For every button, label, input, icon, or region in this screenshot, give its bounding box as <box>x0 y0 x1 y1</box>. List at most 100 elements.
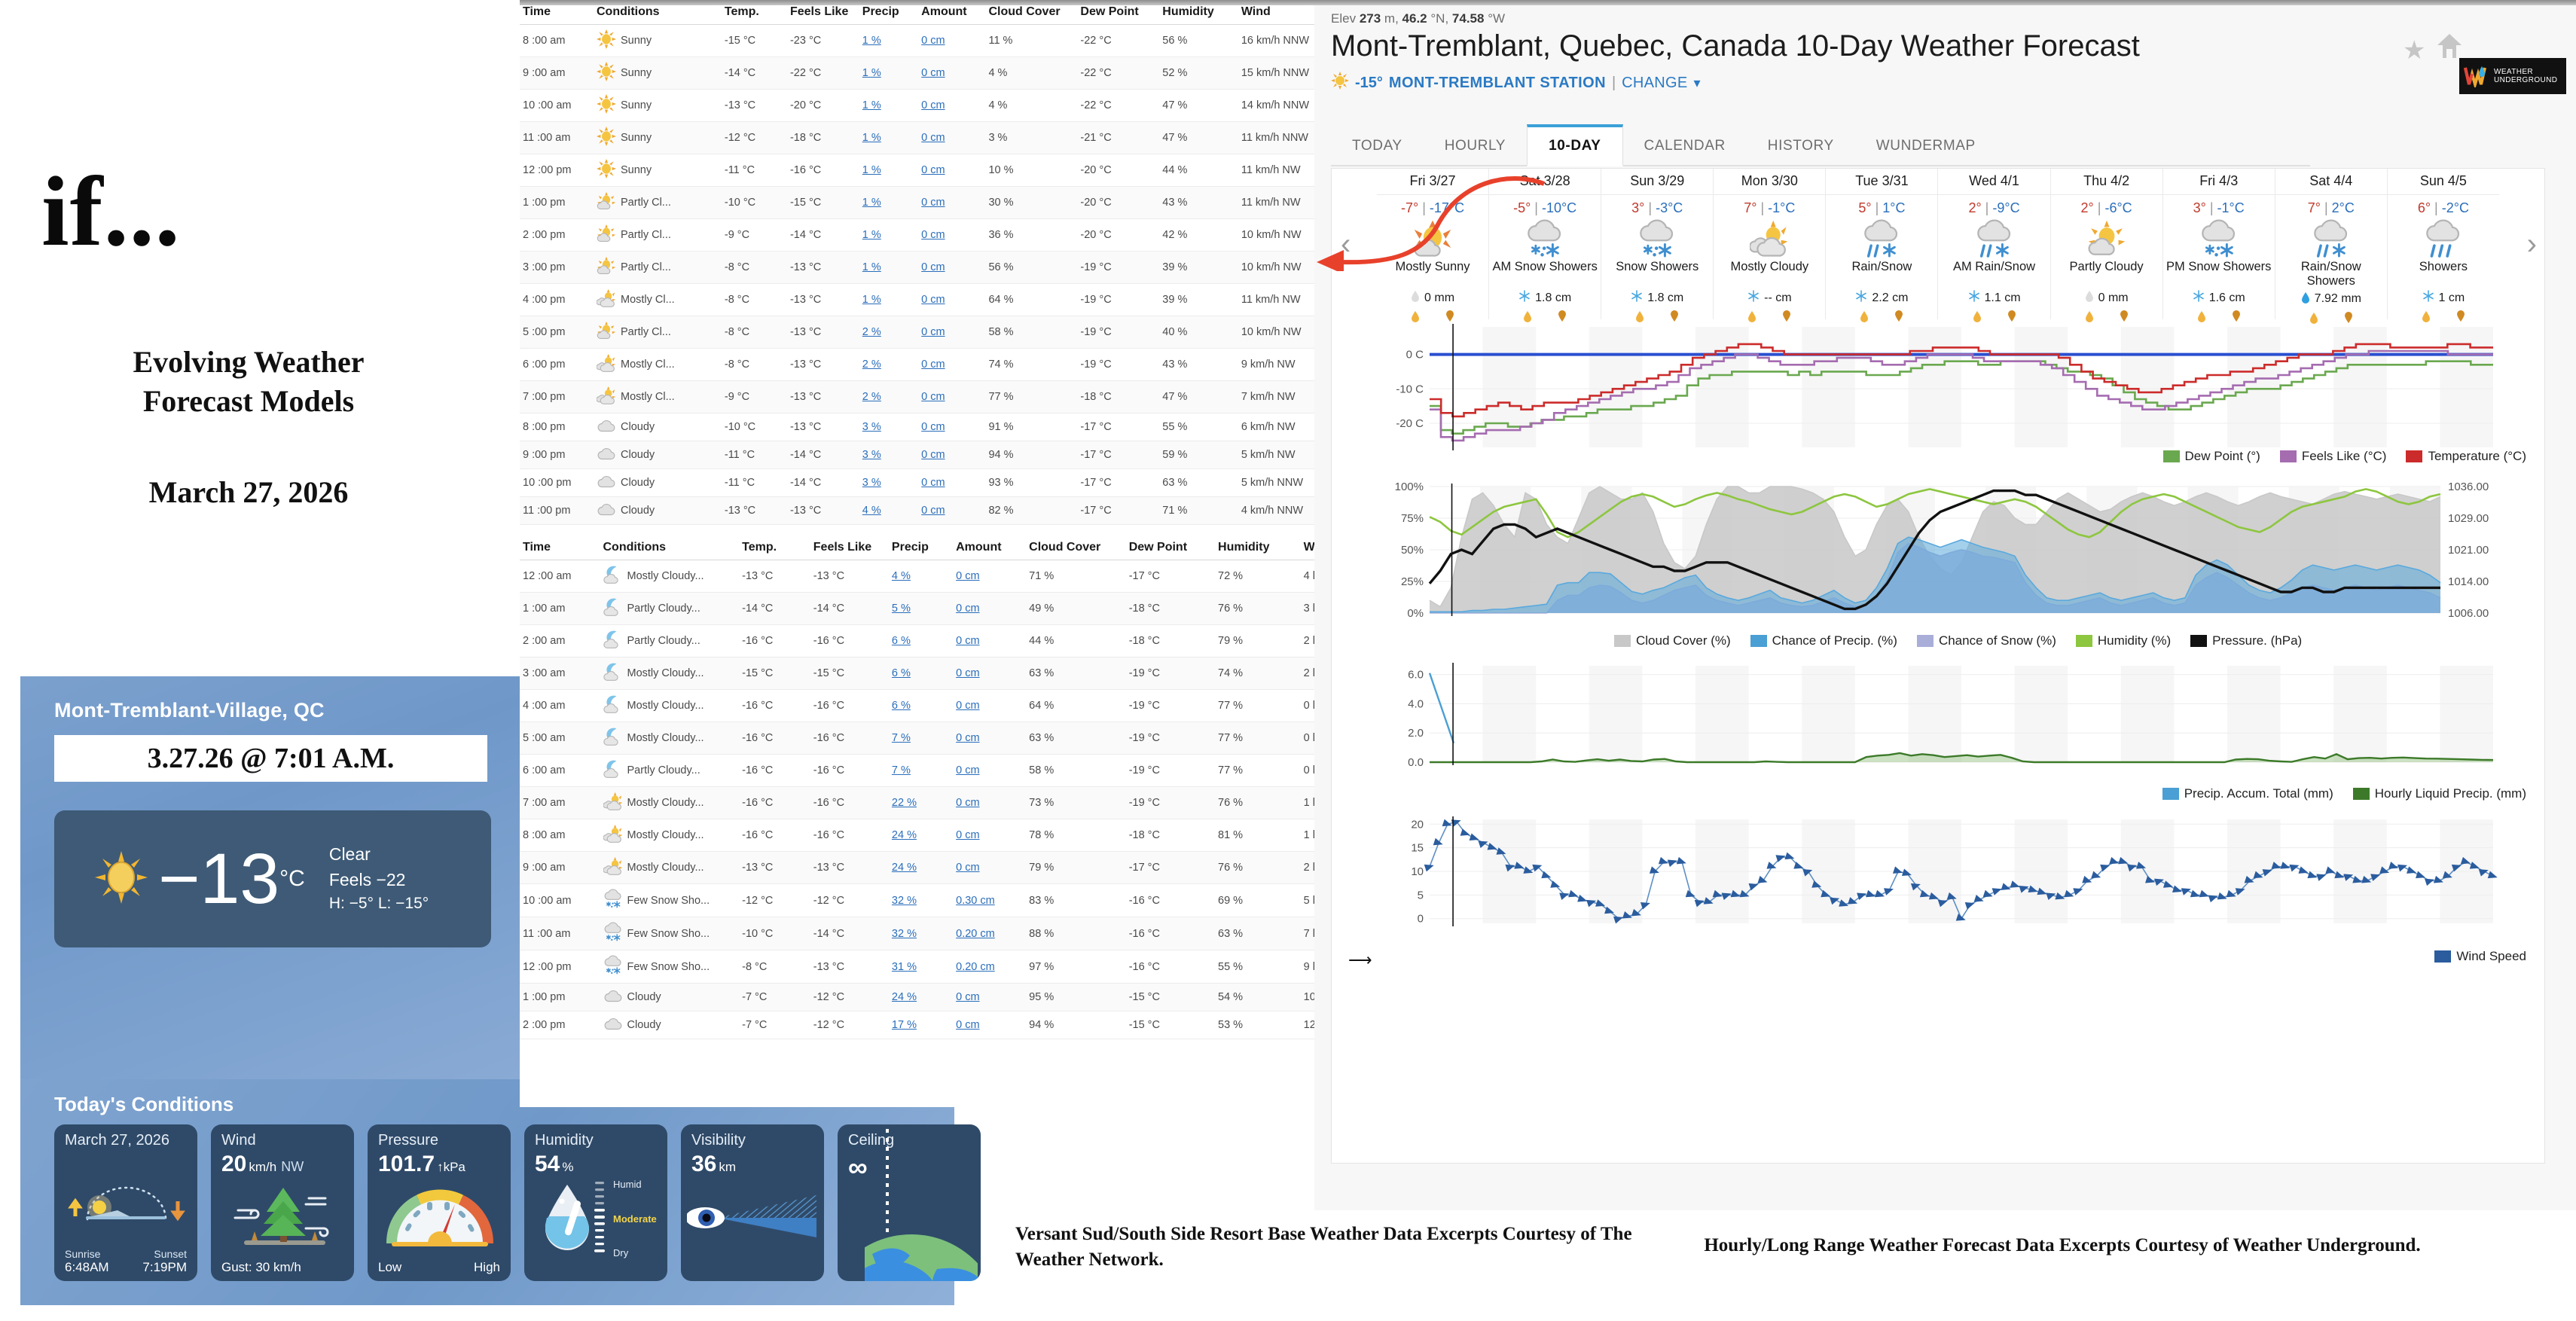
cell-precip-link[interactable]: 22 % <box>891 797 917 809</box>
cell-amount-link[interactable]: 0 cm <box>921 229 945 241</box>
table-row[interactable]: 12 :00 am Mostly Cloudy... -13 °C -13 °C 4 %… <box>520 560 1314 593</box>
cell-amount-link[interactable]: 0 cm <box>921 326 945 338</box>
cell-precip-link[interactable]: 1 % <box>862 132 881 144</box>
cell-amount-link[interactable]: 0 cm <box>956 732 980 744</box>
cell-precip-link[interactable]: 32 % <box>891 927 917 940</box>
table-row[interactable]: 6 :00 pm Mostly Cl... -8 °C -13 °C 2 % 0 cm 74… <box>520 348 1314 381</box>
table-row[interactable]: 6 :00 am Partly Cloudy... -16 °C -16 °C 7 % 0… <box>520 754 1314 787</box>
table-row[interactable]: 5 :00 am Mostly Cloudy... -16 °C -16 °C 7 % 0… <box>520 722 1314 755</box>
table-row[interactable]: 8 :00 am Mostly Cloudy... -16 °C -16 °C 24 %… <box>520 819 1314 852</box>
cell-precip-link[interactable]: 17 % <box>891 1019 917 1031</box>
cell-amount-link[interactable]: 0 cm <box>921 67 945 79</box>
cell-amount-link[interactable]: 0 cm <box>921 132 945 144</box>
cell-amount-link[interactable]: 0 cm <box>956 829 980 841</box>
table-row[interactable]: 3 :00 am Mostly Cloudy... -15 °C -15 °C 6 % 0… <box>520 657 1314 690</box>
table-row[interactable]: 9 :00 pm Cloudy -11 °C -14 °C 3 % 0 cm 94 % -17… <box>520 441 1314 469</box>
table-row[interactable]: 12 :00 pm Sunny -11 °C -16 °C 1 % 0 cm 10 % -20… <box>520 154 1314 187</box>
cell-amount-link[interactable]: 0 cm <box>956 603 980 615</box>
cell-amount-link[interactable]: 0 cm <box>921 261 945 273</box>
weather-underground-panel[interactable]: Elev 273 m, 46.2 °N, 74.58 °W Mont-Tremb… <box>1314 5 2576 1210</box>
chevron-down-icon[interactable]: ▾ <box>1693 75 1701 90</box>
cell-precip-link[interactable]: 2 % <box>862 358 881 371</box>
table-row[interactable]: 2 :00 pm Cloudy -7 °C -12 °C 17 % 0 cm 94 % -15… <box>520 1011 1314 1039</box>
table-row[interactable]: 3 :00 pm Partly Cl... -8 °C -13 °C 1 % 0 cm 56… <box>520 251 1314 284</box>
day-card-5[interactable]: Wed 4/1 2° | -9°C AM Rain/Snow 1.1 cm <box>1938 169 2051 322</box>
cell-precip-link[interactable]: 6 % <box>891 635 911 647</box>
cell-amount-link[interactable]: 0 cm <box>956 991 980 1003</box>
cell-amount-link[interactable]: 0 cm <box>956 667 980 679</box>
table-row[interactable]: 11 :00 am Few Snow Sho... -10 °C -14 °C 32 %… <box>520 917 1314 950</box>
table-row[interactable]: 8 :00 pm Cloudy -10 °C -13 °C 3 % 0 cm 91 % -17… <box>520 413 1314 441</box>
table-row[interactable]: 11 :00 pm Cloudy -13 °C -13 °C 4 % 0 cm 82 % -1… <box>520 496 1314 525</box>
cell-amount-link[interactable]: 0 cm <box>921 358 945 371</box>
cell-precip-link[interactable]: 1 % <box>862 99 881 111</box>
scroll-right-icon[interactable]: › <box>2526 227 2537 261</box>
cell-precip-link[interactable]: 3 % <box>862 421 881 433</box>
cell-precip-link[interactable]: 1 % <box>862 197 881 209</box>
station-bar[interactable]: -15° MONT-TREMBLANT STATION | CHANGE ▾ <box>1331 72 1701 94</box>
cell-amount-link[interactable]: 0 cm <box>921 197 945 209</box>
cell-precip-link[interactable]: 32 % <box>891 894 917 907</box>
cell-precip-link[interactable]: 5 % <box>891 603 911 615</box>
cell-amount-link[interactable]: 0 cm <box>956 764 980 776</box>
tab-today[interactable]: TODAY <box>1352 138 1402 154</box>
cell-amount-link[interactable]: 0 cm <box>921 421 945 433</box>
cell-amount-link[interactable]: 0.20 cm <box>956 927 995 940</box>
cell-precip-link[interactable]: 7 % <box>891 764 911 776</box>
tab-history[interactable]: HISTORY <box>1767 138 1834 154</box>
cell-precip-link[interactable]: 1 % <box>862 35 881 47</box>
table-row[interactable]: 7 :00 pm Mostly Cl... -9 °C -13 °C 2 % 0 cm 77… <box>520 380 1314 413</box>
table-row[interactable]: 1 :00 am Partly Cloudy... -14 °C -14 °C 5 % 0… <box>520 592 1314 625</box>
cell-precip-link[interactable]: 6 % <box>891 700 911 712</box>
hourly-forecast-tables[interactable]: Time Conditions Temp. Feels Like Precip Amoun… <box>520 0 1314 1107</box>
cell-amount-link[interactable]: 0 cm <box>921 449 945 461</box>
cell-amount-link[interactable]: 0 cm <box>921 294 945 306</box>
table-row[interactable]: 7 :00 am Mostly Cloudy... -16 °C -16 °C 22 %… <box>520 786 1314 819</box>
table-row[interactable]: 10 :00 pm Cloudy -11 °C -14 °C 3 % 0 cm 93 % -1… <box>520 468 1314 497</box>
table-row[interactable]: 10 :00 am Sunny -13 °C -20 °C 1 % 0 cm 4 % -22 … <box>520 89 1314 122</box>
table-row[interactable]: 2 :00 am Partly Cloudy... -16 °C -16 °C 6 % 0… <box>520 624 1314 657</box>
cell-amount-link[interactable]: 0 cm <box>921 391 945 403</box>
day-card-9[interactable]: Sun 4/5 6° | -2°C Showers 1 cm <box>2387 169 2499 322</box>
table-row[interactable]: 4 :00 pm Mostly Cl... -8 °C -13 °C 1 % 0 cm 64… <box>520 283 1314 316</box>
cell-precip-link[interactable]: 1 % <box>862 229 881 241</box>
day-card-6[interactable]: Thu 4/2 2° | -6°C Partly Cloudy 0 mm <box>2050 169 2163 322</box>
table-row[interactable]: 10 :00 am Few Snow Sho... -12 °C -12 °C 32 %… <box>520 883 1314 917</box>
favorite-star-icon[interactable]: ★ <box>2403 36 2426 65</box>
cell-precip-link[interactable]: 1 % <box>862 261 881 273</box>
cell-amount-link[interactable]: 0 cm <box>921 99 945 111</box>
cell-precip-link[interactable]: 31 % <box>891 960 917 973</box>
cell-precip-link[interactable]: 4 % <box>891 570 911 582</box>
table-row[interactable]: 4 :00 am Mostly Cloudy... -16 °C -16 °C 6 % 0… <box>520 689 1314 722</box>
cell-amount-link[interactable]: 0 cm <box>956 862 980 874</box>
cell-precip-link[interactable]: 3 % <box>862 449 881 461</box>
cell-amount-link[interactable]: 0 cm <box>956 635 980 647</box>
tab-hourly[interactable]: HOURLY <box>1444 138 1506 154</box>
cell-amount-link[interactable]: 0 cm <box>921 164 945 176</box>
station-name[interactable]: MONT-TREMBLANT STATION <box>1388 74 1606 91</box>
day-card-2[interactable]: Sun 3/29 3° | -3°C Snow Showers 1.8 cm <box>1601 169 1714 322</box>
cell-amount-link[interactable]: 0 cm <box>956 797 980 809</box>
tab-10-day[interactable]: 10-DAY <box>1527 124 1623 166</box>
wu-tab-bar[interactable]: TODAY HOURLY 10-DAY CALENDAR HISTORY WUNDERMA… <box>1331 118 2310 166</box>
cell-amount-link[interactable]: 0 cm <box>921 477 945 489</box>
day-card-4[interactable]: Tue 3/31 5° | 1°C Rain/Snow 2.2 cm <box>1826 169 1939 322</box>
cell-amount-link[interactable]: 0 cm <box>956 570 980 582</box>
change-station-link[interactable]: CHANGE <box>1622 74 1688 91</box>
cell-precip-link[interactable]: 6 % <box>891 667 911 679</box>
table-row[interactable]: 12 :00 pm Few Snow Sho... -8 °C -13 °C 31 % 0… <box>520 950 1314 984</box>
cell-precip-link[interactable]: 1 % <box>862 294 881 306</box>
cell-precip-link[interactable]: 2 % <box>862 326 881 338</box>
table-row[interactable]: 5 :00 pm Partly Cl... -8 °C -13 °C 2 % 0 cm 58… <box>520 316 1314 349</box>
cell-amount-link[interactable]: 0 cm <box>921 505 945 517</box>
cell-precip-link[interactable]: 3 % <box>862 477 881 489</box>
table-row[interactable]: 2 :00 pm Partly Cl... -9 °C -14 °C 1 % 0 cm 36… <box>520 218 1314 252</box>
cell-amount-link[interactable]: 0 cm <box>921 35 945 47</box>
table-row[interactable]: 11 :00 am Sunny -12 °C -18 °C 1 % 0 cm 3 % -21 … <box>520 121 1314 154</box>
cell-precip-link[interactable]: 24 % <box>891 829 917 841</box>
table-row[interactable]: 9 :00 am Mostly Cloudy... -13 °C -13 °C 24 %… <box>520 851 1314 884</box>
ten-day-strip[interactable]: Fri 3/27 -7° | -17°C Mostly Sunny 0 mm Sat 3… <box>1377 169 2499 324</box>
day-card-1[interactable]: Sat 3/28 -5° | -10°C AM Snow Showers 1.8 cm <box>1489 169 1602 322</box>
table-row[interactable]: 9 :00 am Sunny -14 °C -22 °C 1 % 0 cm 4 % -22 °… <box>520 56 1314 90</box>
day-card-7[interactable]: Fri 4/3 3° | -1°C PM Snow Showers 1.6 cm <box>2162 169 2275 322</box>
